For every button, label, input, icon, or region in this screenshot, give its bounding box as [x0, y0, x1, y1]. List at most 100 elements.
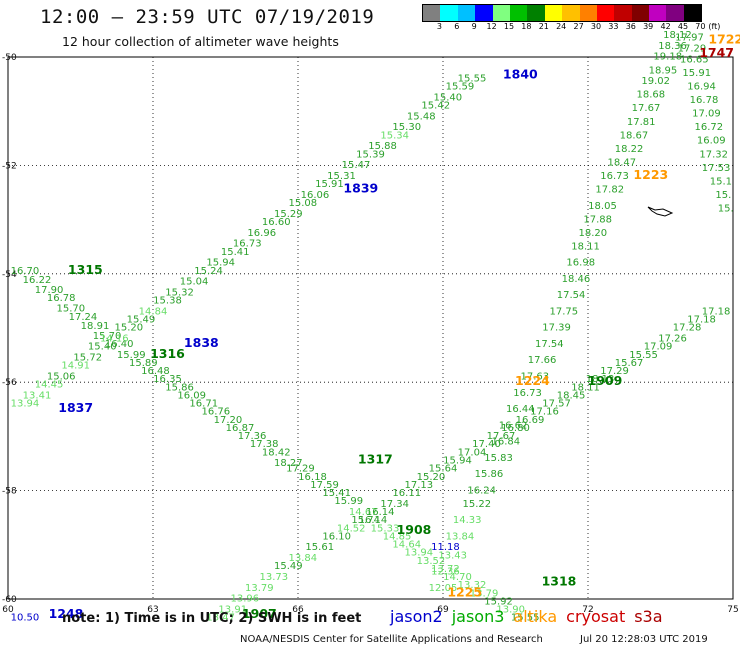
scale-label: 6 [454, 22, 460, 31]
wave-height-value: 18.67 [620, 130, 649, 141]
color-scale-labels: 3 6 9 12 15 18 21 24 27 30 33 36 39 42 45 70 (ft) [422, 22, 740, 34]
lon-tick-label: 66 [292, 605, 304, 615]
wave-height-value: 17.63 [521, 371, 550, 382]
lat-tick-label: -56 [2, 378, 17, 388]
wave-height-value: 17.67 [487, 431, 516, 442]
scale-swatch [596, 5, 615, 21]
wave-height-value: 18.47 [608, 157, 637, 168]
color-scale-bar [422, 4, 703, 22]
wave-height-value: 16.73 [513, 388, 542, 399]
wave-height-value: 15.88 [368, 141, 397, 152]
wave-height-value: 17.29 [286, 464, 315, 475]
scale-swatch [509, 5, 528, 21]
wave-height-value: 17.18 [687, 315, 716, 326]
wave-height-value: 15.40 [434, 92, 463, 103]
wave-height-value: 15.64 [429, 464, 458, 475]
wave-height-value: 15.20 [417, 472, 446, 483]
wave-height-value: 15.94 [443, 456, 472, 467]
wave-height-value: 17.16 [530, 407, 559, 418]
wave-height-value: 17.54 [535, 339, 564, 350]
wave-height-value: 16.71 [189, 399, 218, 410]
scale-swatch [544, 5, 563, 21]
wave-height-value: 18.91 [81, 321, 110, 332]
wave-height-value: 12.05 [429, 583, 458, 594]
wave-height-value: 16.80 [501, 423, 530, 434]
lon-tick-label: 63 [147, 605, 158, 615]
scale-label: 27 [573, 22, 584, 31]
wave-height-value: 15.39 [356, 149, 385, 160]
wave-height-value: 13.32 [458, 580, 487, 591]
wave-height-value: 17.13 [405, 480, 434, 491]
wave-height-value: 15.41 [221, 247, 250, 258]
legend-jason3: jason3 [451, 607, 505, 626]
wave-height-value: 18.12 [663, 30, 692, 41]
pass-time-label: 1248 [49, 606, 84, 621]
wave-height-value: 16.44 [506, 404, 535, 415]
wave-height-value: 15.48 [407, 111, 436, 122]
wave-height-value: 17.36 [238, 431, 267, 442]
wave-height-value: 15.04 [180, 277, 209, 288]
wave-height-value: 15.22 [463, 499, 492, 510]
scale-swatch [562, 5, 580, 21]
wave-height-value: 14.64 [392, 540, 421, 551]
wave-height-value: 15.41 [322, 488, 351, 499]
lon-tick-label: 69 [437, 605, 449, 615]
map-frame [7, 56, 734, 600]
wave-height-value: 15.06 [47, 371, 76, 382]
wave-height-value: 17.09 [692, 109, 721, 120]
legend-altika: altika [513, 607, 558, 626]
scale-swatch [579, 5, 597, 21]
scale-label: 33 [608, 22, 619, 31]
wave-height-value: 17.32 [699, 149, 728, 160]
wave-height-value: 15.70 [93, 331, 122, 342]
wave-height-value: 18.95 [649, 65, 678, 76]
lat-tick-label: -60 [2, 595, 17, 605]
wave-height-value: 16.24 [467, 485, 496, 496]
scale-label: 9 [471, 22, 477, 31]
pass-time-label: 1747 [699, 45, 734, 60]
scale-swatch [475, 5, 493, 21]
scale-swatch [683, 5, 702, 21]
wave-height-value: 14.91 [61, 361, 90, 372]
wave-height-value: 15.38 [153, 296, 182, 307]
scale-swatch [614, 5, 632, 21]
wave-height-value: 15.55 [458, 73, 487, 84]
wave-height-value: 15.94 [206, 258, 235, 269]
wave-height-value: 15.55 [629, 350, 658, 361]
wave-height-value: 16.96 [247, 228, 276, 239]
wave-height-value: 14.16 [100, 334, 129, 345]
wave-height-value: 13.84 [446, 531, 475, 542]
wave-height-value: 13.84 [289, 553, 318, 564]
wave-height-value: 16.18 [298, 472, 327, 483]
wave-height-value: 13.41 [23, 390, 52, 401]
wave-height-value: 15.20 [115, 323, 144, 334]
wave-height-value: 15.1 [710, 176, 732, 187]
wave-height-value: 14.52 [337, 523, 366, 534]
wave-height-value: 18.68 [637, 90, 666, 101]
wave-height-value: 17.04 [458, 447, 487, 458]
wave-height-value: 17.09 [644, 342, 673, 353]
pass-time-label: 1722 [708, 31, 740, 46]
pass-time-label: 1315 [68, 262, 103, 277]
wave-height-value: 15.34 [380, 130, 409, 141]
wave-height-value: 16.78 [47, 293, 76, 304]
legend-jason2: jason2 [390, 607, 443, 626]
wave-height-value: 15.89 [129, 358, 158, 369]
scale-swatch [649, 5, 667, 21]
scale-swatch [527, 5, 545, 21]
wave-height-value: 18.45 [557, 390, 586, 401]
wave-height-value: 15.40 [88, 342, 117, 353]
wave-height-value: 17.38 [250, 439, 279, 450]
scale-label: 36 [625, 22, 636, 31]
wave-height-value: 17.24 [69, 312, 98, 323]
wave-height-value: 14.70 [443, 572, 472, 583]
wave-height-value: 15.70 [57, 304, 86, 315]
wave-height-value: 17.97 [675, 33, 704, 44]
wave-height-value: 15.99 [334, 496, 363, 507]
legend-s3a: s3a [634, 607, 663, 626]
wave-height-value: 13.96 [231, 594, 260, 605]
wave-height-value: 17.66 [528, 355, 557, 366]
wave-height-value: 17.59 [310, 480, 339, 491]
wave-height-value: 16.70 [11, 266, 40, 277]
